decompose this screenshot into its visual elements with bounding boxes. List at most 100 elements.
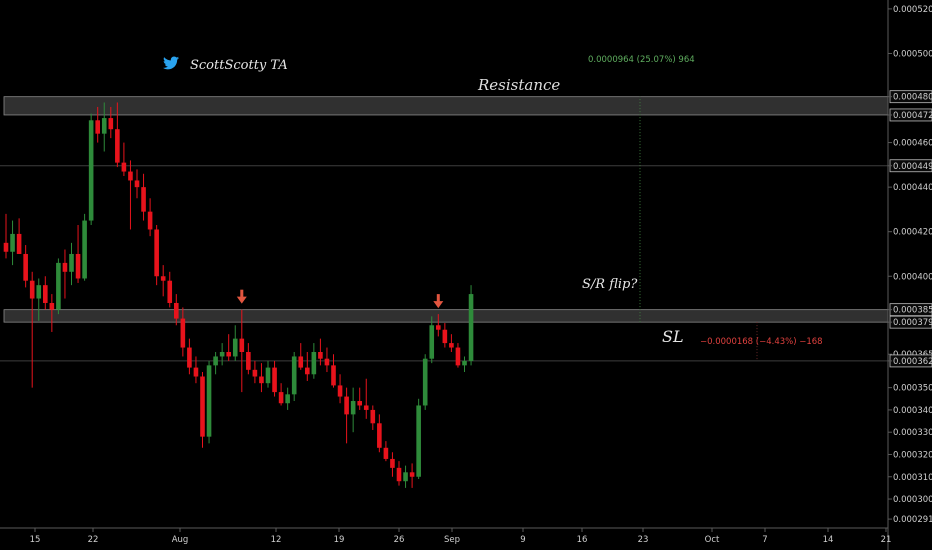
y-tick-label: 0.0002910 [893, 515, 932, 525]
candle-body [56, 263, 61, 310]
candle-body [30, 281, 35, 299]
x-tick-label: 22 [88, 535, 99, 545]
y-tick-label: 0.0003620 [893, 357, 932, 367]
zone-label-resistance: Resistance [477, 76, 560, 94]
arrow-down-icon [437, 294, 440, 302]
candle-body [429, 325, 434, 358]
candle-body [174, 303, 179, 319]
candle-body [36, 285, 41, 298]
candle-body [63, 263, 68, 272]
candle-body [312, 352, 317, 374]
x-tick-label: 21 [881, 535, 892, 545]
x-tick-label: Sep [444, 535, 460, 545]
y-tick-label: 0.0004600 [893, 139, 932, 149]
y-tick-label: 0.0003794 [893, 318, 932, 328]
candle-body [390, 459, 395, 468]
candle-body [371, 410, 376, 423]
x-tick-label: 16 [577, 535, 588, 545]
candle-body [23, 254, 28, 281]
candle-body [253, 370, 258, 377]
candle-body [449, 343, 454, 347]
candle-body [207, 365, 212, 436]
x-tick-label: Aug [172, 535, 189, 545]
candle-body [338, 385, 343, 396]
candle-body [397, 468, 402, 481]
candle-body [43, 285, 48, 303]
candle-body [384, 448, 389, 459]
candle-body [194, 368, 199, 377]
candle-body [213, 356, 218, 365]
candle-body [161, 276, 166, 280]
zone-0 [4, 97, 888, 115]
candle-body [456, 348, 461, 366]
candle-body [17, 234, 22, 254]
zone-label-sr-flip: S/R flip? [582, 277, 638, 292]
y-tick-label: 0.0004806 [893, 93, 932, 103]
candle-body [331, 365, 336, 385]
candle-body [233, 339, 238, 357]
x-tick-label: 23 [638, 535, 649, 545]
candle-body [285, 394, 290, 403]
candle-body [351, 401, 356, 414]
candle-body [4, 243, 9, 252]
y-tick-label: 0.0003100 [893, 473, 932, 483]
measure-down-label: −0.0000168 (−4.43%) −168 [700, 337, 823, 347]
x-tick-label: 14 [823, 535, 834, 545]
x-tick-label: 12 [271, 535, 282, 545]
x-tick-label: 26 [394, 535, 405, 545]
candle-body [82, 221, 87, 279]
candle-body [292, 356, 297, 394]
candle-body [305, 368, 310, 375]
zone-1 [4, 310, 888, 322]
candle-body [95, 120, 100, 133]
candle-body [102, 118, 107, 134]
candle-body [246, 352, 251, 370]
candle-body [50, 303, 55, 310]
candle-body [220, 352, 225, 356]
candle-body [436, 325, 441, 329]
candle-body [416, 405, 421, 476]
candle-body [240, 339, 245, 352]
candle-body [279, 392, 284, 403]
candle-body [272, 368, 277, 393]
candle-body [469, 294, 474, 361]
candle-body [128, 172, 133, 181]
candle-body [377, 423, 382, 448]
candle-body [443, 330, 448, 343]
x-tick-label: 7 [762, 535, 767, 545]
stop-loss-label: SL [662, 327, 684, 346]
candle-body [109, 118, 114, 129]
candle-body [403, 472, 408, 481]
candle-body [187, 348, 192, 368]
candle-body [89, 120, 94, 220]
x-tick-label: 9 [520, 535, 525, 545]
candle-body [135, 180, 140, 187]
candle-body [410, 472, 415, 476]
arrow-down-icon [240, 290, 243, 298]
candle-body [259, 377, 264, 384]
candle-body [10, 234, 15, 252]
candle-body [357, 401, 362, 405]
x-tick-label: Oct [705, 535, 720, 545]
candle-body [115, 129, 120, 162]
candle-body [200, 377, 205, 437]
brand-text: ScottScotty TA [190, 58, 288, 73]
candle-body [364, 405, 369, 409]
y-tick-label: 0.0005200 [893, 5, 932, 15]
candle-body [141, 187, 146, 212]
candle-body [148, 212, 153, 230]
candle-body [76, 254, 81, 279]
measure-up-label: 0.0000964 (25.07%) 964 [588, 55, 695, 65]
candle-body [325, 359, 330, 366]
candle-body [423, 359, 428, 406]
candle-body [154, 229, 159, 276]
